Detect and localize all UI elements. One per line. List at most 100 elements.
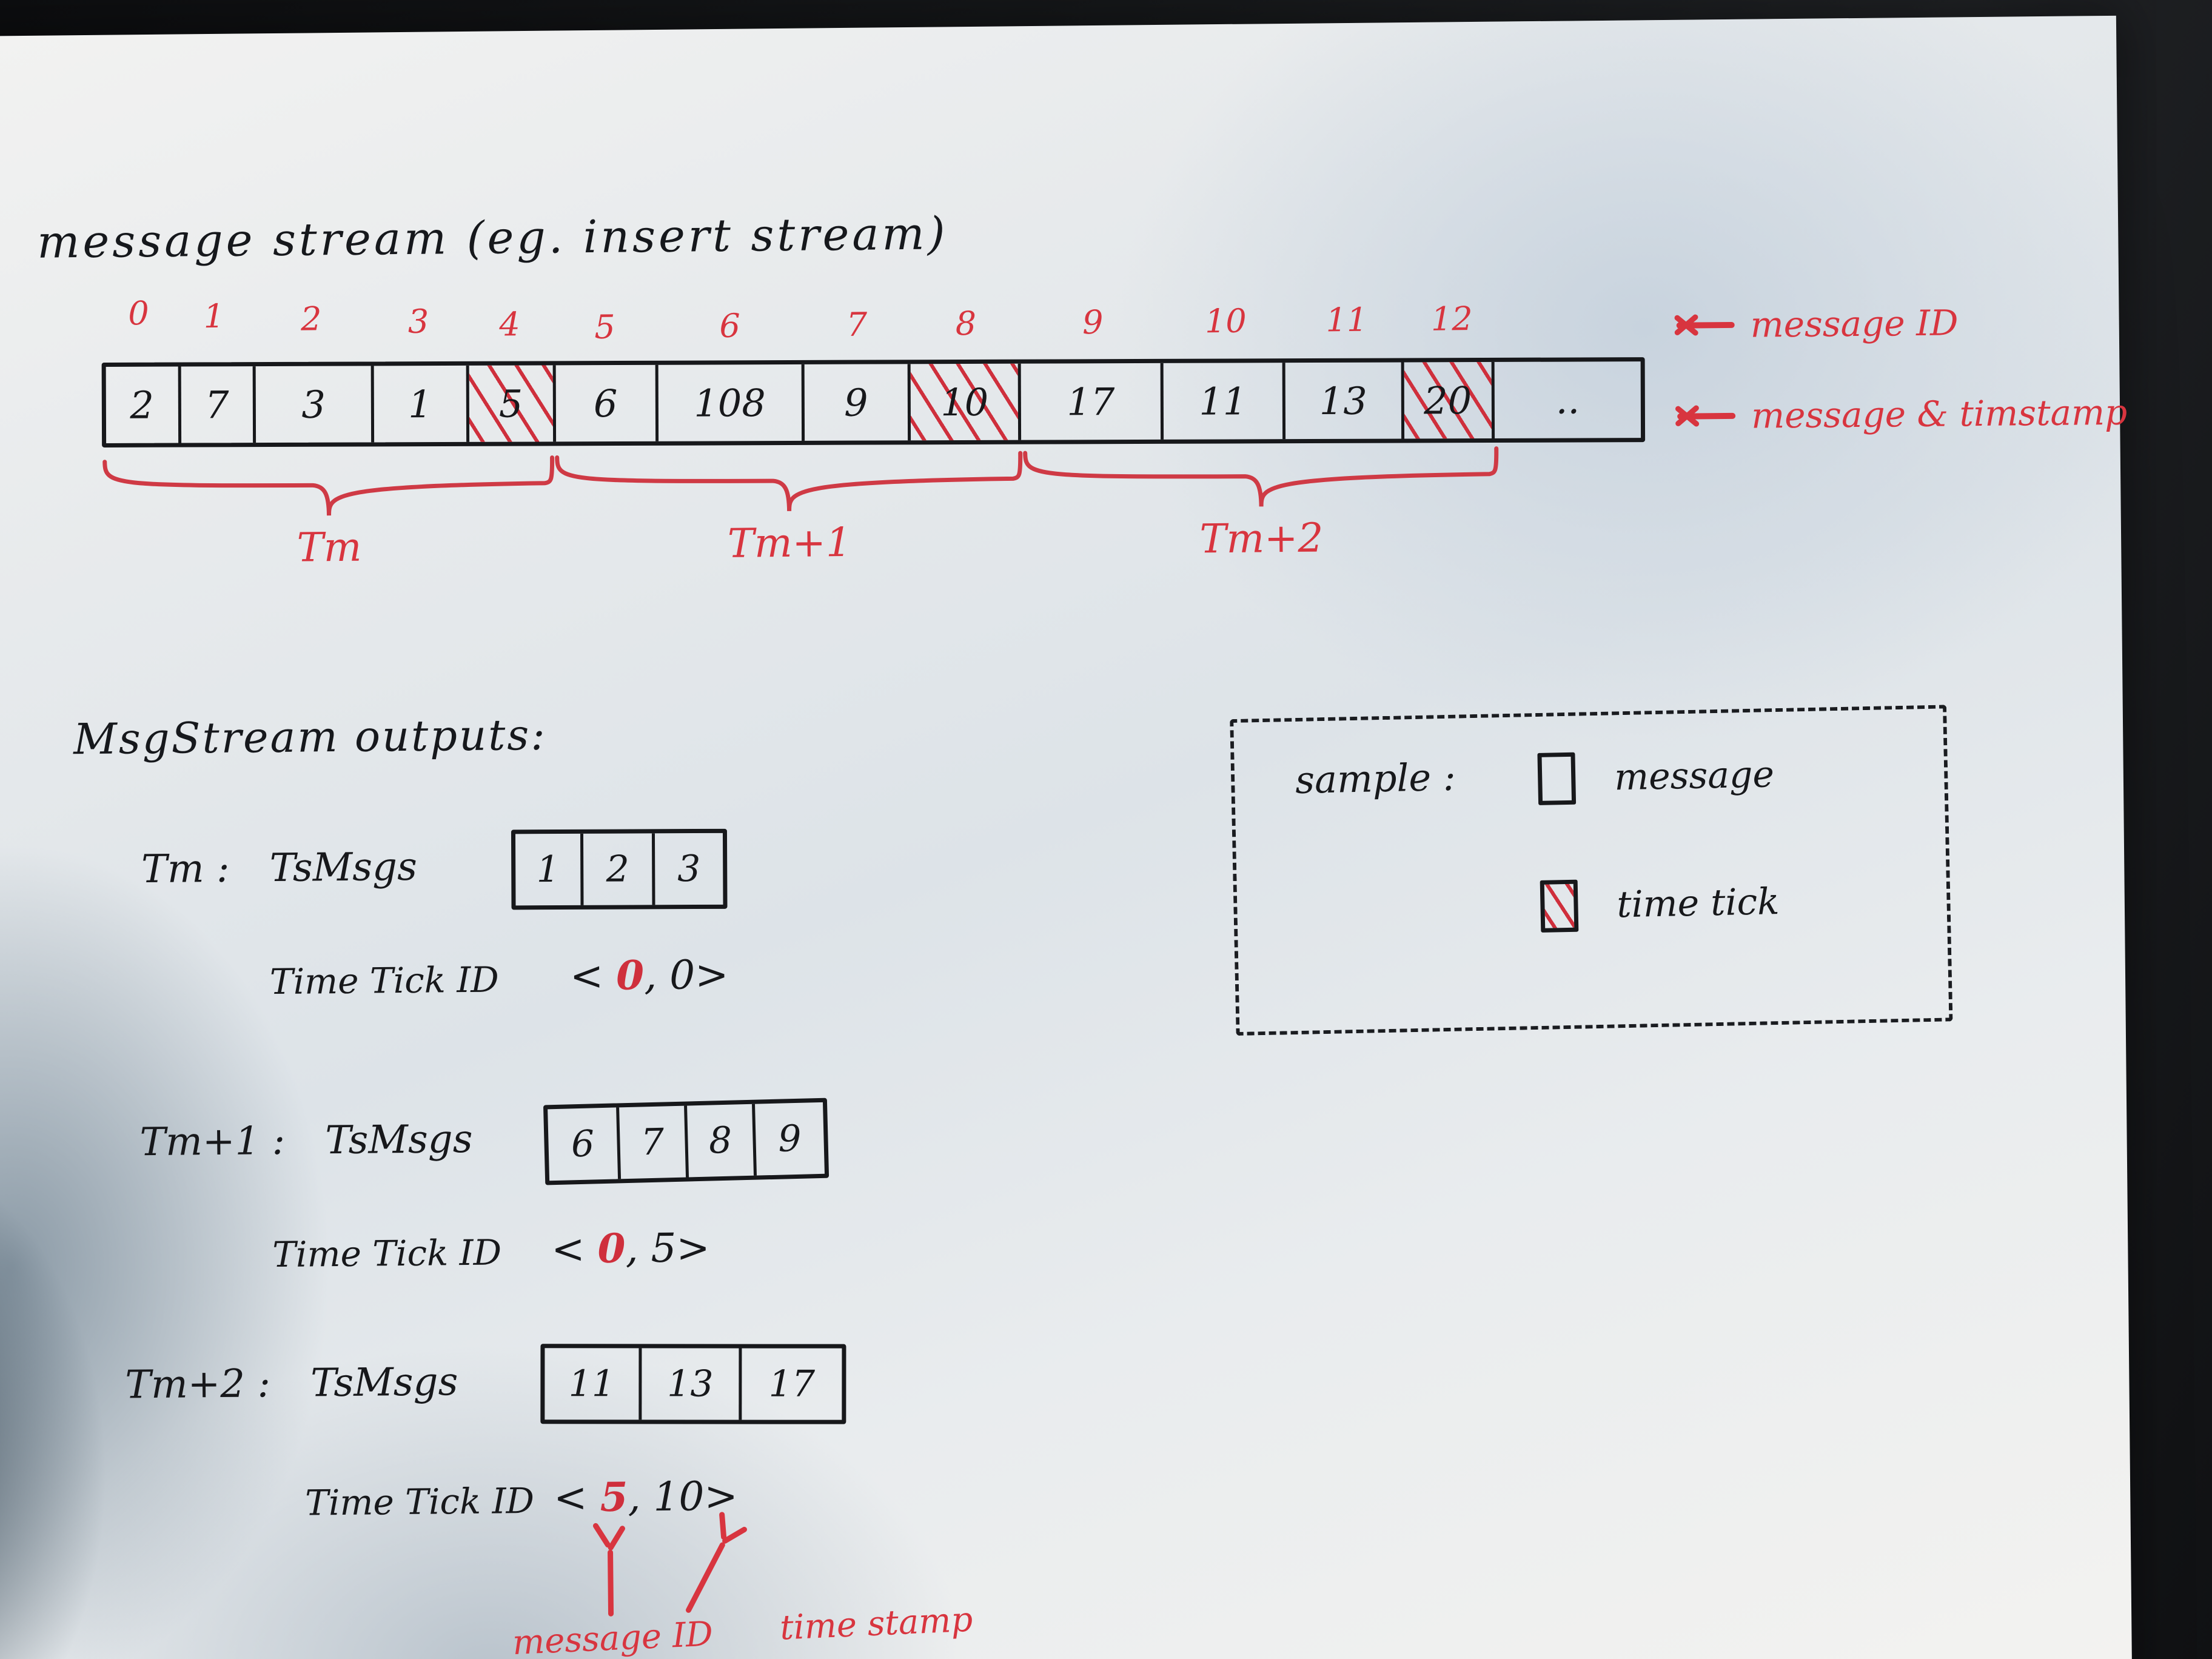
stream-cell-0: 2	[106, 366, 181, 443]
brace-label-Tm+2: Tm+2	[1199, 514, 1324, 563]
message-stream-cells: 2 7 3 1 5 6 108 9 10 17 11 13 20..	[101, 357, 1646, 447]
stream-trailing-ellipsis: ..	[1555, 377, 1580, 423]
timetick-open-bracket: <	[551, 1225, 585, 1273]
stream-cell-7: 9	[804, 364, 911, 441]
stream-index-5: 5	[594, 307, 616, 346]
stream-index-9: 9	[1082, 303, 1104, 342]
arrow-left-icon	[1676, 321, 1735, 329]
stream-cell-5: 6	[555, 364, 659, 442]
stream-index-3: 3	[407, 302, 429, 341]
output-msg-cell: 9	[777, 1117, 802, 1161]
output-msg-cell: 17	[768, 1362, 816, 1406]
plain-box-icon	[1537, 752, 1577, 805]
stream-index-0: 0	[128, 293, 150, 333]
output-timetick-pair-1: < 0, 5>	[551, 1224, 710, 1273]
stream-cell-8: 10	[910, 363, 1022, 441]
output-row-label-1: Tm+1 : TsMsgs	[139, 1117, 473, 1165]
outputs-heading: MsgStream outputs:	[73, 709, 548, 765]
brace-label-Tm: Tm	[297, 523, 362, 571]
output-msg-cell: 3	[677, 848, 701, 891]
timetick-open-bracket: <	[569, 952, 604, 1000]
stream-cell-2: 3	[255, 366, 375, 443]
stream-cell-value: 7	[204, 382, 229, 427]
legend-box: sample : message time tick	[1230, 705, 1953, 1036]
stream-cell-value: 9	[843, 380, 868, 425]
legend-title: sample :	[1295, 754, 1456, 802]
stream-index-1: 1	[203, 297, 225, 336]
output-period-2: Tm+2 :	[125, 1361, 271, 1408]
stream-cell-3: 1	[374, 365, 469, 443]
stream-cell-12: 20	[1404, 361, 1495, 439]
timetick-comma: ,	[643, 951, 670, 999]
output-msgs-label-0: TsMsgs	[257, 844, 418, 891]
time-period-braces: Tm Tm+1 Tm+2	[0, 16, 2116, 571]
stream-index-6: 6	[719, 306, 741, 345]
output-msg-cell: 1	[515, 833, 584, 906]
stream-cell-value: 20	[1424, 378, 1472, 423]
output-timetick-pair-0: < 0, 0>	[570, 951, 729, 1000]
output-timetick-label-1: Time Tick ID	[272, 1232, 502, 1276]
brace-1	[555, 451, 1023, 511]
output-msgs-label-1: TsMsgs	[312, 1116, 473, 1164]
output-row-label-2: Tm+2 : TsMsgs	[125, 1359, 458, 1407]
stream-cell-1: 7	[181, 366, 256, 443]
spacer	[587, 1474, 600, 1521]
message-stream-strip: 2 7 3 1 5 6 108 9 10 17 11 13 20..	[101, 352, 1646, 452]
timetick-close-bracket: >	[676, 1224, 711, 1272]
annotation-message-timestamp-label: message & timstamp	[1751, 391, 2128, 437]
output-period-1: Tm+1 :	[139, 1118, 286, 1165]
stream-cell-value: 2	[130, 383, 155, 427]
timetick-comma: ,	[625, 1225, 651, 1272]
output-period-0: Tm :	[141, 846, 230, 893]
stream-cell-4: 5	[469, 365, 556, 442]
stream-index-4: 4	[498, 305, 520, 344]
output-timetick-pair-2: < 5, 10>	[554, 1472, 738, 1521]
legend-item-message: message	[1537, 748, 1775, 805]
arrow-diagonal-icon	[685, 1541, 726, 1614]
timetick-close-bracket: >	[694, 951, 729, 999]
output-msg-cell: 7	[619, 1105, 689, 1179]
arrow-up-icon	[608, 1549, 614, 1617]
stream-cell-value: 1	[407, 381, 432, 426]
brace-2	[1023, 446, 1499, 507]
output-msgs-label-2: TsMsgs	[298, 1359, 458, 1406]
stream-cell-value: 10	[940, 380, 989, 424]
timetick-comma: ,	[628, 1473, 654, 1521]
spacer	[603, 953, 617, 999]
callout-time-stamp: time stamp	[779, 1600, 974, 1648]
stream-cell-9: 17	[1021, 363, 1164, 440]
output-msg-cell: 8	[687, 1104, 757, 1178]
annotation-message-timestamp: message & timstamp	[1677, 391, 2128, 437]
stream-cell-value: 5	[498, 381, 523, 426]
output-msg-cell: 6	[548, 1107, 622, 1181]
stream-cell-value: 13	[1319, 378, 1367, 423]
stream-index-7: 7	[846, 305, 868, 344]
legend-item-message-label: message	[1614, 753, 1775, 799]
callout-message-id: message ID	[511, 1614, 714, 1659]
legend-item-time-tick: time tick	[1540, 876, 1780, 933]
stream-cell-11: 13	[1285, 362, 1404, 440]
annotation-message-id: message ID	[1676, 302, 1959, 346]
stream-index-8: 8	[955, 304, 977, 343]
timetick-message-id: 0	[597, 1224, 626, 1272]
timetick-timestamp: 0	[669, 951, 695, 999]
timetick-message-id: 5	[600, 1473, 628, 1521]
output-msgs-box-2: 11 13 17	[540, 1344, 846, 1424]
brace-label-Tm+1: Tm+1	[727, 518, 852, 567]
timetick-open-bracket: <	[553, 1474, 588, 1521]
timetick-timestamp: 10	[653, 1473, 705, 1521]
timetick-message-id: 0	[615, 951, 645, 999]
spacer	[585, 1225, 598, 1272]
page-title: message stream (eg. insert stream)	[36, 207, 948, 269]
output-timetick-label-0: Time Tick ID	[269, 959, 500, 1003]
brace-0	[102, 455, 555, 516]
stream-index-10: 10	[1204, 301, 1247, 341]
stream-cell-trailing: ..	[1495, 361, 1641, 438]
arrow-left-icon	[1677, 412, 1736, 420]
annotation-message-id-label: message ID	[1750, 302, 1959, 346]
stream-cell-value: 17	[1067, 379, 1115, 424]
